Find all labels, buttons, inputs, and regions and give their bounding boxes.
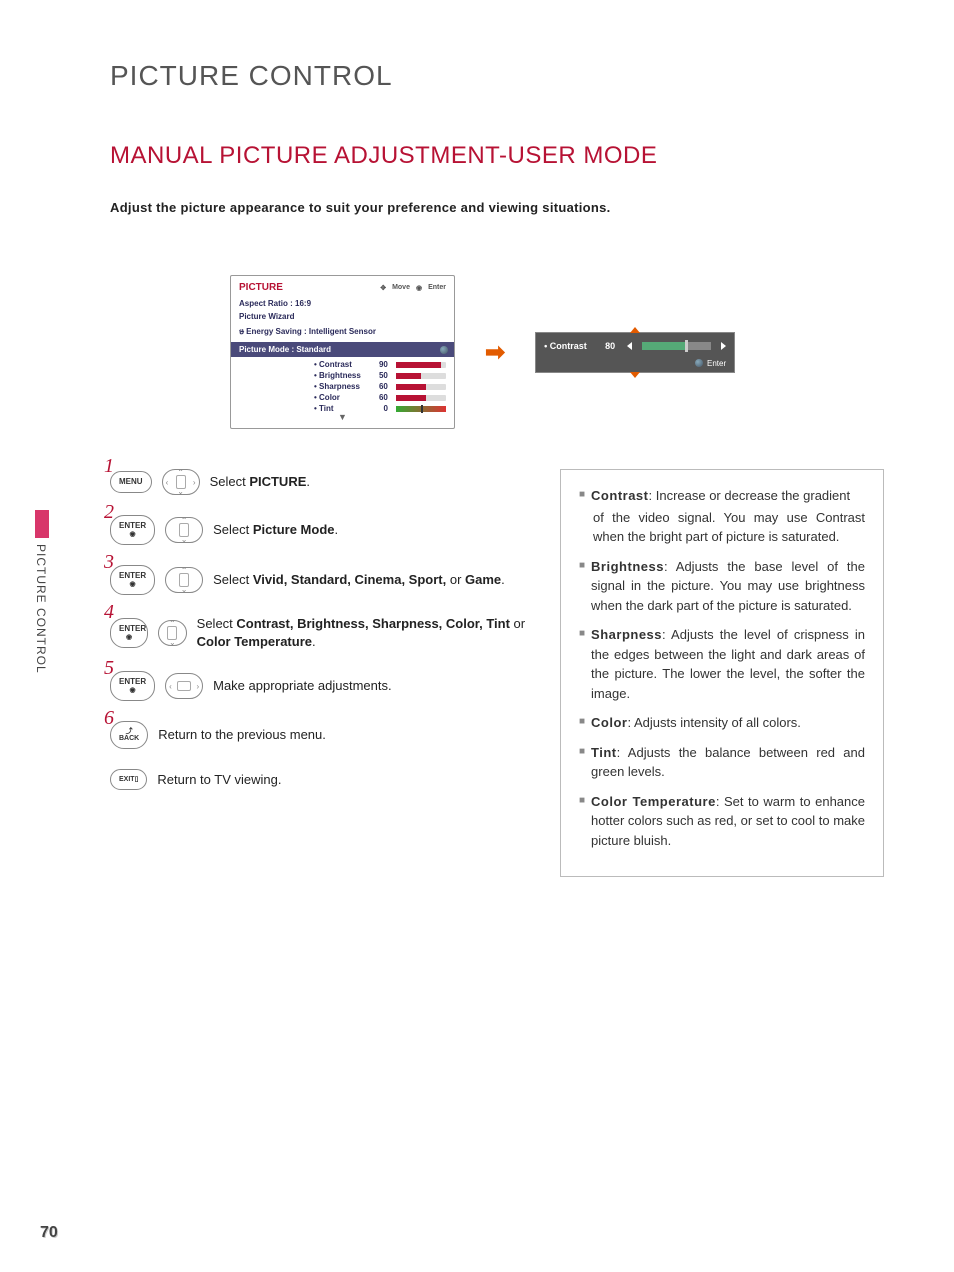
page-heading: MANUAL PICTURE ADJUSTMENT-USER MODE bbox=[110, 142, 884, 170]
osd-subitem-value: 90 bbox=[373, 360, 388, 369]
osd-adjust-panel: • Contrast 80 Enter bbox=[535, 332, 735, 373]
bullet-icon: ■ bbox=[579, 713, 585, 733]
move-icon: ✥ bbox=[380, 284, 386, 292]
info-colortemp-term: Color Temperature bbox=[591, 794, 716, 809]
step-row: 3ENTER◉Select Vivid, Standard, Cinema, S… bbox=[110, 565, 530, 595]
arrow-right-icon: ➡ bbox=[485, 338, 505, 367]
step-number: 1 bbox=[104, 455, 114, 478]
info-contrast-desc: : Increase or decrease the gradient bbox=[649, 488, 851, 503]
back-button: ⤴BACK bbox=[110, 721, 148, 749]
step-number: 5 bbox=[104, 657, 114, 680]
page-number: 70 bbox=[40, 1224, 58, 1242]
step-text: Return to TV viewing. bbox=[157, 771, 281, 789]
osd-hint-move: Move bbox=[392, 284, 410, 291]
osd-energy: ໟ Energy Saving : Intelligent Sensor bbox=[239, 323, 446, 340]
menu-button: MENU bbox=[110, 471, 152, 493]
chevron-down-icon: ▼ bbox=[239, 412, 446, 422]
osd-subitem: • Color 60 bbox=[239, 392, 446, 403]
enter-icon: ◉ bbox=[416, 284, 422, 292]
enter-dot-icon bbox=[695, 359, 703, 367]
side-tab-label: PICTURE CONTROL bbox=[34, 544, 48, 674]
adjust-bar bbox=[642, 342, 711, 350]
info-box: ■ Contrast: Increase or decrease the grad… bbox=[560, 469, 884, 877]
enter-button: ENTER◉ bbox=[110, 515, 155, 545]
osd-title: PICTURE bbox=[239, 282, 283, 293]
info-contrast-desc2: of the video signal. You may use Contras… bbox=[579, 508, 865, 547]
step-row: 2ENTER◉Select Picture Mode. bbox=[110, 515, 530, 545]
enter-dot-icon bbox=[440, 346, 448, 354]
osd-subitem-value: 60 bbox=[373, 393, 388, 402]
osd-subitem-value: 0 bbox=[373, 404, 388, 413]
step-row: 5ENTER◉‹›Make appropriate adjustments. bbox=[110, 671, 530, 701]
triangle-right-icon bbox=[721, 342, 726, 350]
osd-subitem-bar bbox=[396, 373, 446, 379]
osd-wizard: Picture Wizard bbox=[239, 310, 446, 323]
dpad-icon bbox=[158, 620, 187, 646]
osd-subitem: • Brightness 50 bbox=[239, 370, 446, 381]
info-tint-desc: : Adjusts the balance between red and gr… bbox=[591, 745, 865, 780]
step-number: 4 bbox=[104, 601, 114, 624]
info-brightness-term: Brightness bbox=[591, 559, 664, 574]
enter-button: ENTER◉ bbox=[110, 671, 155, 701]
info-contrast-term: Contrast bbox=[591, 488, 648, 503]
osd-subitem-label: • Brightness bbox=[314, 371, 365, 380]
osd-aspect: Aspect Ratio : 16:9 bbox=[239, 297, 446, 310]
exit-button: EXIT▯ bbox=[110, 769, 147, 790]
info-sharpness-term: Sharpness bbox=[591, 627, 662, 642]
enter-button: ENTER◉ bbox=[110, 565, 155, 595]
osd-picture-mode-row: Picture Mode : Standard bbox=[231, 342, 454, 357]
osd-subitem-bar bbox=[396, 384, 446, 390]
osd-subitem-label: • Color bbox=[314, 393, 365, 402]
adjust-value: 80 bbox=[605, 341, 621, 351]
osd-subitem: • Sharpness 60 bbox=[239, 381, 446, 392]
triangle-up-icon bbox=[630, 327, 640, 333]
step-text: Select Contrast, Brightness, Sharpness, … bbox=[197, 615, 530, 651]
adjust-label: • Contrast bbox=[544, 341, 599, 351]
triangle-down-icon bbox=[630, 372, 640, 378]
bullet-icon: ■ bbox=[579, 557, 585, 616]
bullet-icon: ■ bbox=[579, 486, 585, 506]
step-text: Select Vivid, Standard, Cinema, Sport, o… bbox=[213, 571, 505, 589]
bullet-icon: ■ bbox=[579, 743, 585, 782]
dpad-icon: ‹› bbox=[162, 469, 200, 495]
bullet-icon: ■ bbox=[579, 792, 585, 851]
step-row: 6⤴BACKReturn to the previous menu. bbox=[110, 721, 530, 749]
osd-hint-enter: Enter bbox=[428, 284, 446, 291]
bullet-icon: ■ bbox=[579, 625, 585, 703]
intro-text: Adjust the picture appearance to suit yo… bbox=[110, 200, 884, 215]
info-color-desc: : Adjusts intensity of all colors. bbox=[628, 715, 801, 730]
step-text: Select PICTURE. bbox=[210, 473, 310, 491]
osd-picture-menu: PICTURE ✥ Move ◉ Enter Aspect Ratio : 16… bbox=[230, 275, 455, 429]
osd-subitem-value: 60 bbox=[373, 382, 388, 391]
triangle-left-icon bbox=[627, 342, 632, 350]
step-row: 4ENTER◉Select Contrast, Brightness, Shar… bbox=[110, 615, 530, 651]
step-text: Select Picture Mode. bbox=[213, 521, 338, 539]
info-color-term: Color bbox=[591, 715, 627, 730]
osd-subitem: • Contrast 90 bbox=[239, 359, 446, 370]
step-number: 3 bbox=[104, 551, 114, 574]
side-tab-marker bbox=[35, 510, 49, 538]
dpad-icon bbox=[165, 567, 203, 593]
osd-subitem-bar bbox=[396, 362, 446, 368]
section-title: PICTURE CONTROL bbox=[110, 60, 884, 92]
osd-subitem-label: • Sharpness bbox=[314, 382, 365, 391]
info-tint-term: Tint bbox=[591, 745, 617, 760]
enter-button: ENTER◉ bbox=[110, 618, 148, 648]
dpad-icon: ‹› bbox=[165, 673, 203, 699]
step-row: EXIT▯ Return to TV viewing. bbox=[110, 769, 530, 790]
step-text: Make appropriate adjustments. bbox=[213, 677, 391, 695]
osd-subitem-label: • Contrast bbox=[314, 360, 365, 369]
osd-subitem-bar bbox=[396, 395, 446, 401]
osd-subitem-value: 50 bbox=[373, 371, 388, 380]
eco-icon: ໟ bbox=[238, 325, 245, 339]
step-row: 1MENU‹›Select PICTURE. bbox=[110, 469, 530, 495]
step-number: 6 bbox=[104, 707, 114, 730]
step-text: Return to the previous menu. bbox=[158, 726, 326, 744]
osd-subitem-bar bbox=[396, 406, 446, 412]
dpad-icon bbox=[165, 517, 203, 543]
adjust-enter-label: Enter bbox=[707, 359, 726, 368]
step-number: 2 bbox=[104, 501, 114, 524]
